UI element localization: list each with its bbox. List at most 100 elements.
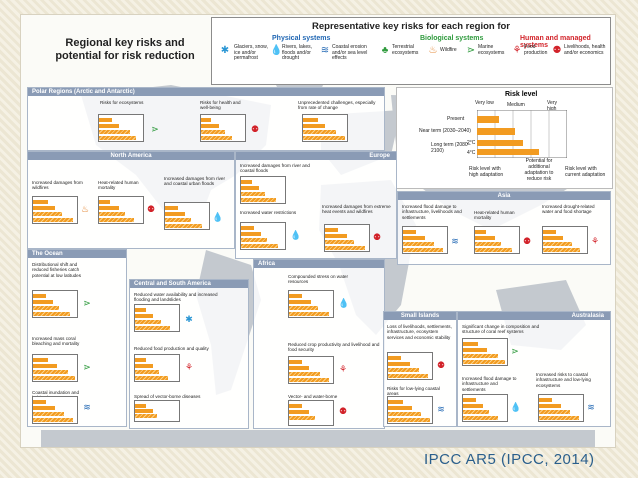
water-drop-icon: 💧	[510, 402, 522, 412]
people-icon: ⚉	[146, 204, 156, 214]
legend-item-food: Food production	[524, 44, 548, 56]
risk-label: Increased risks to coastal infrastructur…	[536, 372, 591, 388]
region-small-islands: Small Islands Loss of livelihoods, settl…	[383, 311, 457, 427]
wave-icon: ≋	[451, 236, 459, 246]
water-drop-icon: 💧	[290, 230, 302, 240]
scale-medium: Medium	[507, 102, 525, 108]
risk-label: Risks for ecosystems	[100, 100, 144, 105]
fish-icon: ⋗	[83, 362, 91, 372]
region-asia: Asia Increased flood damage to infrastru…	[397, 191, 611, 265]
risk-bar-na-heat	[98, 196, 144, 224]
region-polar: Polar Regions (Arctic and Antarctic) Ris…	[27, 87, 385, 151]
region-africa: Africa Compounded stress on water resour…	[253, 259, 385, 429]
risk-bar-aus-coral	[462, 338, 508, 366]
legend-item-terrestrial: Terrestrial ecosystems	[392, 44, 419, 56]
risk-label: Reduced crop productivity and livelihood…	[288, 342, 380, 353]
region-title: Polar Regions (Arctic and Antarctic)	[28, 88, 384, 96]
region-title: The Ocean	[28, 250, 126, 258]
risk-bar-africa-disease	[288, 400, 334, 426]
risk-bar-eu-water	[240, 222, 286, 250]
risk-label: Increased damages from wildfires	[32, 180, 83, 191]
row-long-term: Long term (2080–2100)	[431, 142, 471, 154]
row-near-term: Near term (2030–2040)	[419, 128, 471, 134]
risk-bar-africa-crops	[288, 356, 334, 384]
risk-bar-csa-water	[134, 304, 180, 332]
risk-bar-csa-disease	[134, 400, 180, 422]
people-icon: ⚉	[522, 236, 532, 246]
people-icon: ⚉	[436, 360, 446, 370]
row-present: Present	[447, 116, 465, 122]
risk-bar-asia-drought	[542, 226, 588, 254]
region-europe: Europe Increased damages from river and …	[235, 151, 397, 259]
risk-label: Increased flood damage to infrastructure…	[462, 376, 517, 392]
risk-label: Spread of vector-borne diseases	[134, 394, 201, 399]
risk-bar-eu-heat	[324, 224, 370, 252]
risk-label: Increased water restrictions	[240, 210, 297, 215]
fish-icon: ⋗	[511, 346, 519, 356]
legend-category-human: Human and managed systems	[520, 35, 591, 49]
risk-bar-polar-ecosystems	[98, 114, 144, 142]
risk-label: Increased drought-related water and food…	[542, 204, 595, 215]
region-title: Africa	[254, 260, 384, 268]
wave-icon: ≋	[437, 404, 445, 414]
wave-icon: ≋	[320, 45, 330, 56]
key-risks-legend: Representative key risks for each region…	[211, 17, 611, 85]
region-title: Asia	[398, 192, 610, 200]
scale-very-low: Very low	[475, 100, 494, 106]
legend-item-livelihoods: Livelihoods, health and/or economics	[564, 44, 606, 56]
risk-bar-aus-coastal	[538, 394, 584, 422]
legend-category-physical: Physical systems	[272, 35, 331, 42]
risk-label: Risks for health and well-being	[200, 100, 241, 111]
mark-4c: 4°C	[467, 150, 476, 156]
risk-label: Significant change in composition and st…	[462, 324, 540, 335]
risk-label: Heat-related human mortality	[474, 210, 515, 221]
risk-bar-asia-floods	[402, 226, 448, 254]
wheat-icon: ⚘	[512, 45, 522, 56]
risk-level-title: Risk level	[505, 91, 538, 98]
risk-bar-africa-water	[288, 290, 334, 318]
risk-label: Reduced water availability and increased…	[134, 292, 218, 303]
risk-bar-ocean-fisheries	[32, 290, 78, 318]
risk-bar-aus-floods	[462, 394, 508, 422]
region-title: Europe	[236, 152, 396, 160]
risk-bar-ocean-inundation	[32, 396, 78, 424]
risk-label: Increased damages from river and coastal…	[240, 163, 310, 174]
wave-icon: ≋	[83, 402, 91, 412]
fire-icon: ♨	[80, 204, 90, 214]
risk-bar-polar-challenges	[302, 114, 348, 142]
region-north-america: North America Increased damages from wil…	[27, 151, 235, 249]
snowflake-icon: ✱	[185, 314, 193, 324]
wheat-icon: ⚘	[338, 364, 348, 374]
risk-bar-polar-health	[200, 114, 246, 142]
wheat-icon: ⚘	[184, 362, 194, 372]
fish-icon: ⋗	[83, 298, 91, 308]
risk-label: Compounded stress on water resources	[288, 274, 349, 285]
scale-very-high: Very high	[547, 100, 558, 112]
water-drop-icon: 💧	[270, 45, 283, 56]
note-high-adaptation: Risk level with high adaptation	[469, 166, 504, 178]
note-current-adaptation: Risk level with current adaptation	[565, 166, 606, 178]
note-potential-adaptation: Potential for additional adaptation to r…	[524, 158, 554, 182]
wheat-icon: ⚘	[590, 236, 600, 246]
region-ocean: The Ocean Distributional shift and reduc…	[27, 249, 127, 427]
risk-label: Increased damages from river and coastal…	[164, 176, 226, 187]
legend-item-coastal: Coastal erosion and/or sea level effects	[332, 44, 368, 61]
people-icon: ⚉	[338, 406, 348, 416]
legend-item-glaciers: Glaciers, snow, ice and/or permafrost	[234, 44, 268, 61]
water-drop-icon: 💧	[212, 212, 224, 222]
risk-bar-eu-floods	[240, 176, 286, 204]
risk-level-bars	[477, 110, 567, 158]
page-title: Regional key risks and potential for ris…	[55, 37, 195, 62]
legend-category-biological: Biological systems	[420, 35, 484, 42]
risk-bar-csa-food	[134, 354, 180, 382]
risk-label: Reduced food production and quality	[134, 346, 209, 351]
risk-label: Increased mass coral bleaching and morta…	[32, 336, 80, 347]
fish-icon: ⋗	[466, 45, 476, 56]
fire-icon: ♨	[428, 45, 438, 56]
infographic-sheet: Regional key risks and potential for ris…	[20, 14, 616, 448]
region-central-south-america: Central and South America Reduced water …	[129, 279, 249, 429]
risk-label: Distributional shift and reduced fisheri…	[32, 262, 82, 278]
risk-label: Unprecedented challenges, especially fro…	[298, 100, 376, 111]
wave-icon: ≋	[587, 402, 595, 412]
risk-bar-ocean-coral	[32, 354, 78, 382]
